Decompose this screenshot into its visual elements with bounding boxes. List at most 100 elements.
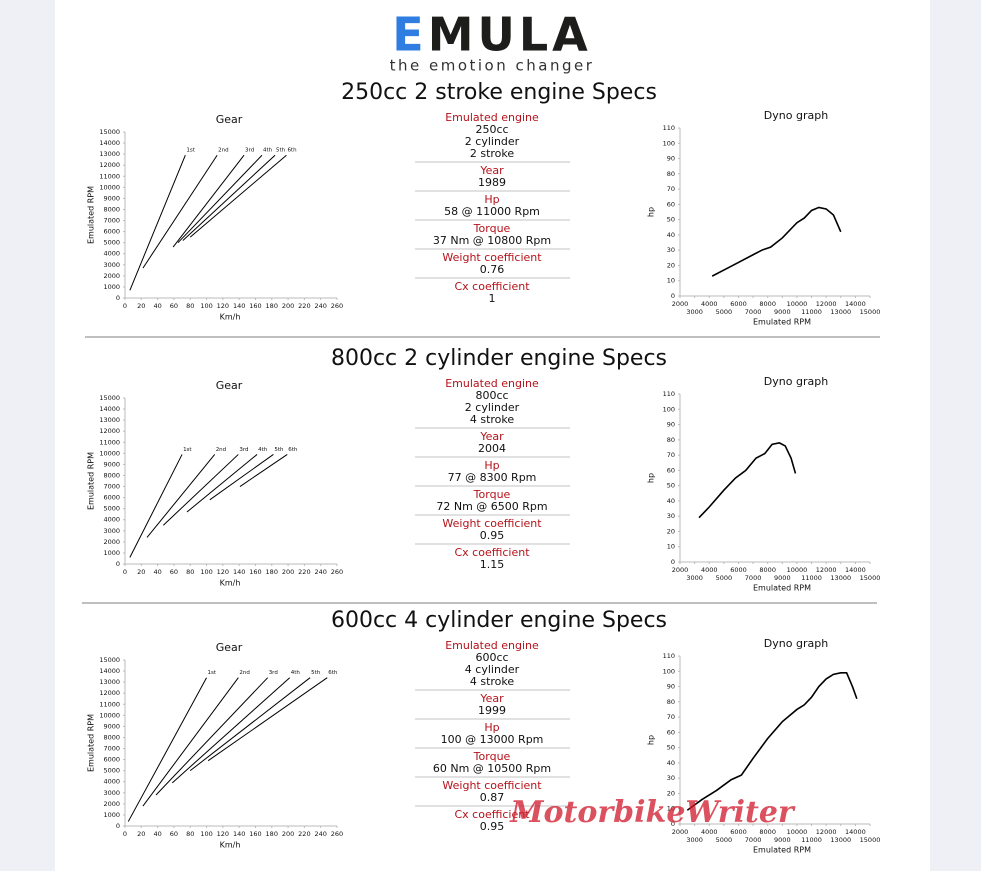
x-tick-label: 220 (298, 830, 310, 838)
x-tick-label: 6000 (730, 300, 747, 308)
x-tick-label: 220 (298, 568, 310, 576)
y-tick-label: 14000 (99, 139, 120, 147)
y-tick-label: 1000 (103, 549, 120, 557)
content: 250cc 2 stroke engine Specs Emulated engi… (87, 80, 881, 855)
y-tick-label: 12000 (99, 161, 120, 169)
chart-title: Dyno graph (764, 109, 828, 122)
series-label: 6th (288, 447, 298, 453)
chart-title: Dyno graph (764, 637, 828, 650)
spec-value: 58 @ 11000 Rpm (444, 205, 540, 218)
y-tick-label: 5000 (103, 239, 120, 247)
y-tick-label: 20 (667, 789, 675, 797)
spec-value: 4 cylinder (465, 663, 520, 676)
x-tick-label: 60 (170, 830, 178, 838)
y-tick-label: 20 (667, 261, 675, 269)
x-tick-label: 20 (137, 302, 145, 310)
data-line (189, 677, 311, 772)
x-tick-label: 6000 (730, 566, 747, 574)
x-tick-label: 14000 (845, 300, 866, 308)
y-tick-label: 3000 (103, 789, 120, 797)
data-line (177, 154, 263, 244)
spec-label: Emulated engine (445, 377, 539, 390)
series-label: 4th (291, 670, 301, 676)
data-line (239, 454, 288, 487)
y-tick-label: 110 (663, 124, 675, 132)
data-line (127, 677, 207, 822)
data-line (186, 454, 258, 513)
x-tick-label: 180 (266, 568, 278, 576)
x-tick-label: 4000 (701, 300, 718, 308)
x-tick-label: 4000 (701, 566, 718, 574)
series-label: 3rd (239, 447, 248, 453)
x-tick-label: 15000 (860, 836, 881, 844)
y-tick-label: 30 (667, 774, 675, 782)
x-tick-label: 240 (314, 568, 326, 576)
y-tick-label: 15000 (99, 656, 120, 664)
x-tick-label: 12000 (816, 828, 837, 836)
x-axis-label: Emulated RPM (753, 846, 811, 855)
x-tick-label: 8000 (759, 828, 776, 836)
x-tick-label: 6000 (730, 828, 747, 836)
y-tick-label: 13000 (99, 150, 120, 158)
x-axis-label: Emulated RPM (753, 318, 811, 327)
y-tick-label: 2000 (103, 538, 120, 546)
x-tick-label: 3000 (686, 836, 703, 844)
y-tick-label: 12000 (99, 689, 120, 697)
y-tick-label: 90 (667, 683, 675, 691)
y-tick-label: 1000 (103, 283, 120, 291)
y-tick-label: 100 (663, 405, 675, 413)
section-title: 600cc 4 cylinder engine Specs (331, 608, 667, 633)
y-tick-label: 30 (667, 246, 675, 254)
y-tick-label: 11000 (99, 438, 120, 446)
y-tick-label: 12000 (99, 427, 120, 435)
x-tick-label: 3000 (686, 574, 703, 582)
y-tick-label: 9000 (103, 194, 120, 202)
x-tick-label: 140 (233, 302, 245, 310)
x-tick-label: 0 (123, 302, 127, 310)
x-tick-label: 8000 (759, 566, 776, 574)
y-tick-label: 4000 (103, 516, 120, 524)
x-tick-label: 160 (249, 568, 261, 576)
y-tick-label: 8000 (103, 471, 120, 479)
y-tick-label: 13000 (99, 678, 120, 686)
spec-label: Cx coefficient (454, 808, 530, 821)
series-label: 1st (183, 447, 192, 453)
x-tick-label: 2000 (672, 300, 689, 308)
x-tick-label: 2000 (672, 566, 689, 574)
series-label: 4th (258, 447, 268, 453)
y-tick-label: 20 (667, 527, 675, 535)
y-axis-label: hp (647, 473, 656, 483)
x-axis-label: Km/h (220, 579, 241, 588)
series-label: 1st (208, 670, 217, 676)
x-tick-label: 100 (200, 568, 212, 576)
x-tick-label: 260 (331, 302, 343, 310)
y-tick-label: 40 (667, 497, 675, 505)
y-tick-label: 10000 (99, 711, 120, 719)
y-tick-label: 11000 (99, 700, 120, 708)
x-tick-label: 4000 (701, 828, 718, 836)
x-tick-label: 200 (282, 830, 294, 838)
y-tick-label: 5000 (103, 505, 120, 513)
y-tick-label: 11000 (99, 172, 120, 180)
y-tick-label: 5000 (103, 767, 120, 775)
x-tick-label: 7000 (745, 836, 762, 844)
data-line (189, 154, 287, 238)
spec-value: 2 cylinder (465, 135, 520, 148)
chart-title: Gear (216, 641, 243, 654)
x-tick-label: 14000 (845, 828, 866, 836)
x-tick-label: 120 (217, 830, 229, 838)
x-tick-label: 120 (217, 568, 229, 576)
y-axis-label: Emulated RPM (87, 452, 96, 510)
series-label: 3rd (245, 148, 254, 154)
spec-value: 2 stroke (470, 147, 515, 160)
y-tick-label: 60 (667, 466, 675, 474)
y-tick-label: 0 (116, 822, 120, 830)
x-tick-label: 14000 (845, 566, 866, 574)
x-tick-label: 220 (298, 302, 310, 310)
spec-label: Emulated engine (445, 111, 539, 124)
x-axis-label: Emulated RPM (753, 584, 811, 593)
x-tick-label: 40 (153, 302, 161, 310)
x-tick-label: 2000 (672, 828, 689, 836)
y-tick-label: 80 (667, 170, 675, 178)
